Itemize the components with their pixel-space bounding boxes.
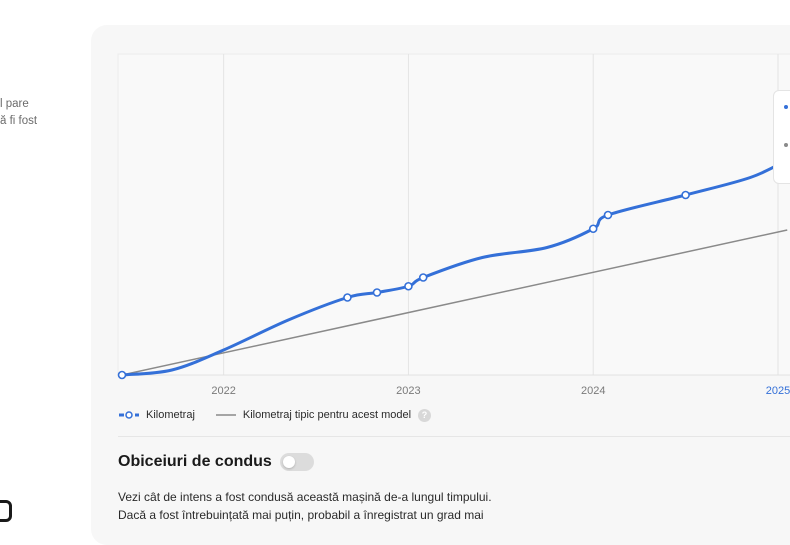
toggle-knob (282, 456, 295, 468)
tooltip-typical-dot (784, 143, 788, 147)
help-icon[interactable]: ? (418, 408, 432, 422)
mileage-chart-svg: 2022 2023 2024 2025 (117, 53, 790, 397)
legend-mileage-label: Kilometraj (146, 409, 195, 421)
left-text-line-1: l pare (0, 98, 29, 110)
x-tick-2023: 2023 (396, 385, 420, 397)
left-text-line-2: ă fi fost (0, 115, 38, 127)
section-divider (118, 436, 790, 437)
chart-legend: Kilometraj Kilometraj tipic pentru acest… (118, 406, 451, 424)
description-line-1: Vezi cât de intens a fost condusă aceast… (118, 490, 492, 504)
legend-typical-swatch (215, 414, 236, 416)
legend-item-typical[interactable]: Kilometraj tipic pentru acest model ? (215, 408, 432, 422)
mileage-point-6 (603, 210, 613, 220)
description-line-2: Dacă a fost întrebuințată mai puțin, pro… (118, 508, 484, 522)
legend-typical-label: Kilometraj tipic pentru acest model (242, 409, 412, 421)
chart-tooltip (773, 90, 790, 184)
section-title: Obiceiuri de condus (118, 453, 272, 470)
mileage-point-5 (588, 224, 598, 234)
app-logo-icon[interactable] (0, 500, 12, 522)
mileage-chart: 2022 2023 2024 2025 (117, 53, 790, 397)
legend-mileage-swatch (119, 411, 139, 419)
series-typical-line (121, 229, 788, 376)
driving-habits-toggle[interactable] (279, 453, 314, 471)
plot-area (117, 53, 790, 376)
mileage-point-7 (681, 190, 690, 200)
x-tick-2025: 2025 (766, 385, 790, 397)
mileage-point-4 (418, 273, 428, 282)
mileage-point-1 (343, 293, 352, 302)
legend-item-mileage[interactable]: Kilometraj (118, 409, 195, 421)
mileage-point-2 (372, 288, 382, 297)
mileage-point-3 (404, 281, 413, 291)
left-panel-text: l pare ă fi fost (0, 96, 60, 130)
x-tick-2022: 2022 (211, 385, 235, 397)
tooltip-mileage-dot (784, 105, 788, 109)
mileage-point-0 (117, 370, 127, 380)
driving-habits-heading: Obiceiuri de condus (118, 453, 314, 471)
x-tick-2024: 2024 (581, 385, 605, 397)
driving-habits-description: Vezi cât de intens a fost condusă aceast… (118, 488, 578, 524)
